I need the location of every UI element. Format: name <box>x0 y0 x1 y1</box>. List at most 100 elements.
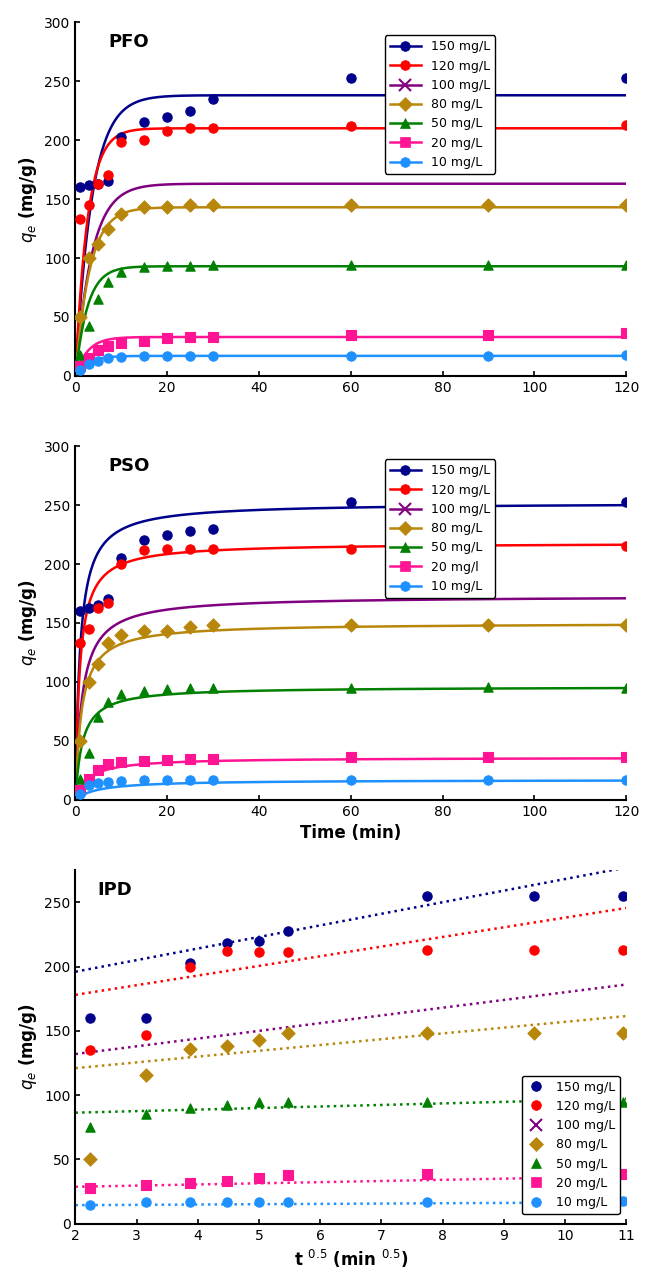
Point <box>84 619 94 640</box>
Point <box>346 255 356 275</box>
Point <box>254 1030 264 1050</box>
Point <box>141 1085 152 1106</box>
Point <box>185 346 195 367</box>
Point <box>529 1091 539 1112</box>
Point <box>93 350 104 371</box>
Point <box>116 624 127 645</box>
Legend: 150 mg/L, 120 mg/L, 100 mg/L, 80 mg/L, 50 mg/L, 20 mg/l, 10 mg/L: 150 mg/L, 120 mg/L, 100 mg/L, 80 mg/L, 5… <box>384 459 495 598</box>
Point <box>93 654 104 674</box>
Point <box>162 183 173 203</box>
Point <box>93 174 104 194</box>
Point <box>254 1167 264 1188</box>
Point <box>185 677 195 698</box>
Point <box>84 672 94 692</box>
Point <box>139 197 150 218</box>
Point <box>618 1023 628 1044</box>
Point <box>116 332 127 353</box>
Point <box>208 597 218 618</box>
Point <box>116 126 127 147</box>
Point <box>93 707 104 727</box>
Point <box>254 942 264 963</box>
Point <box>346 770 356 790</box>
Point <box>185 616 195 637</box>
Point <box>184 1192 195 1212</box>
Point <box>116 771 127 792</box>
Point <box>116 752 127 772</box>
X-axis label: Time (min): Time (min) <box>300 824 401 842</box>
Point <box>93 761 104 781</box>
Point <box>184 1059 195 1080</box>
Point <box>618 1163 628 1184</box>
Point <box>283 942 294 963</box>
Point <box>75 345 85 366</box>
Point <box>184 952 195 973</box>
Point <box>93 233 104 254</box>
Point <box>185 748 195 768</box>
Point <box>116 553 127 574</box>
Point <box>283 1192 294 1212</box>
Point <box>483 255 494 275</box>
Point <box>85 1040 95 1060</box>
Point <box>75 176 85 197</box>
Point <box>102 228 113 248</box>
Point <box>139 130 150 151</box>
Point <box>283 1023 294 1044</box>
Point <box>141 1192 152 1212</box>
Point <box>184 956 195 977</box>
Point <box>75 731 85 752</box>
Point <box>84 175 94 196</box>
Point <box>139 257 150 278</box>
Point <box>85 1008 95 1028</box>
Point <box>85 1152 95 1172</box>
Point <box>184 1172 195 1193</box>
Point <box>529 885 539 906</box>
Point <box>93 174 104 194</box>
Point <box>162 256 173 277</box>
Point <box>221 1036 232 1057</box>
Point <box>84 247 94 268</box>
Legend: 150 mg/L, 120 mg/L, 100 mg/L, 80 mg/L, 50 mg/L, 20 mg/L, 10 mg/L: 150 mg/L, 120 mg/L, 100 mg/L, 80 mg/L, 5… <box>384 36 495 174</box>
Point <box>84 194 94 215</box>
Point <box>621 492 631 512</box>
Point <box>139 750 150 771</box>
Point <box>102 615 113 636</box>
Legend: 150 mg/L, 120 mg/L, 100 mg/L, 80 mg/L, 50 mg/L, 20 mg/L, 10 mg/L: 150 mg/L, 120 mg/L, 100 mg/L, 80 mg/L, 5… <box>522 1076 620 1214</box>
Point <box>283 920 294 941</box>
Point <box>84 247 94 268</box>
Point <box>422 1192 432 1212</box>
Point <box>422 1163 432 1184</box>
Point <box>621 677 631 698</box>
Point <box>102 219 113 239</box>
Point <box>162 538 173 559</box>
Point <box>346 174 356 194</box>
Point <box>483 770 494 790</box>
Point <box>422 1004 432 1024</box>
Point <box>185 256 195 277</box>
Point <box>116 261 127 282</box>
Point <box>93 595 104 615</box>
Point <box>208 538 218 559</box>
Point <box>422 1091 432 1112</box>
Point <box>422 1023 432 1044</box>
Point <box>221 1095 232 1116</box>
Point <box>141 1064 152 1085</box>
X-axis label: t $^{0.5}$ (min $^{0.5}$): t $^{0.5}$ (min $^{0.5}$) <box>294 1248 408 1270</box>
Point <box>116 548 127 569</box>
Point <box>102 165 113 185</box>
Point <box>621 323 631 344</box>
Point <box>102 347 113 368</box>
Point <box>483 492 494 512</box>
Point <box>422 885 432 906</box>
Text: PSO: PSO <box>108 457 150 475</box>
Point <box>483 171 494 192</box>
Point <box>75 780 85 801</box>
Point <box>141 1175 152 1196</box>
Point <box>208 748 218 768</box>
Point <box>93 233 104 254</box>
Point <box>283 1014 294 1035</box>
Point <box>185 538 195 559</box>
Point <box>346 67 356 88</box>
Point <box>483 748 494 768</box>
Point <box>85 1149 95 1170</box>
Point <box>185 597 195 618</box>
